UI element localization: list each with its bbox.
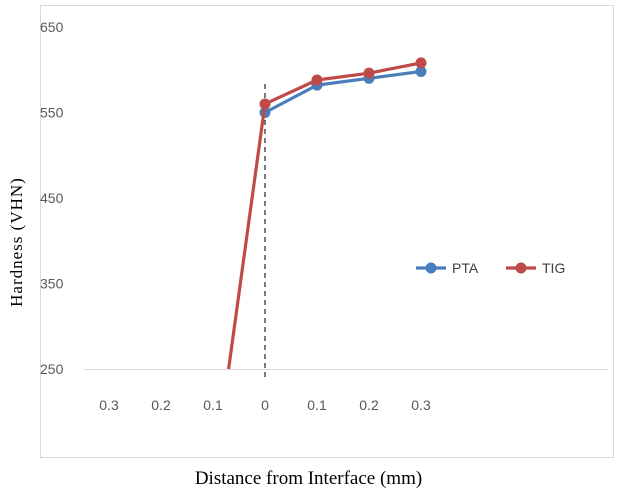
data-point-tig	[259, 98, 271, 110]
legend-item-pta: PTA	[416, 260, 479, 276]
series-line-pta	[264, 69, 422, 114]
x-tick-label: 0.1	[203, 397, 223, 413]
legend-item-tig: TIG	[506, 260, 565, 276]
series-pta	[259, 65, 427, 118]
y-tick-label: 250	[40, 361, 64, 377]
legend-swatch-marker	[515, 262, 527, 274]
x-tick-label: 0.2	[359, 397, 379, 413]
x-tick-labels: 0.3 0.2 0.1 0 0.1 0.2 0.3	[99, 397, 431, 413]
x-tick-label: 0	[261, 397, 269, 413]
x-tick-label: 0.2	[151, 397, 171, 413]
x-tick-label: 0.1	[307, 397, 327, 413]
x-tick-label: 0.3	[99, 397, 119, 413]
data-point-tig	[311, 74, 323, 86]
y-tick-label: 350	[40, 276, 64, 292]
legend-label: PTA	[452, 260, 479, 276]
x-tick-label: 0.3	[411, 397, 431, 413]
y-tick-label: 550	[40, 105, 64, 121]
y-axis-label: Hardness (VHN)	[7, 177, 26, 307]
legend-label: TIG	[542, 260, 565, 276]
data-point-tig	[415, 57, 427, 69]
series-line-tig	[227, 61, 422, 370]
plot-border	[40, 5, 614, 458]
legend-swatch-marker	[425, 262, 437, 274]
x-axis-label: Distance from Interface (mm)	[194, 468, 423, 489]
data-point-pta	[415, 65, 427, 77]
data-point-tig	[363, 67, 375, 79]
series-tig	[227, 57, 427, 370]
y-tick-label: 450	[40, 190, 64, 206]
y-tick-label: 650	[40, 19, 64, 35]
series-layer	[227, 57, 427, 370]
legend: PTA TIG	[416, 260, 565, 276]
y-tick-labels: 650 550 450 350 250	[40, 19, 64, 377]
